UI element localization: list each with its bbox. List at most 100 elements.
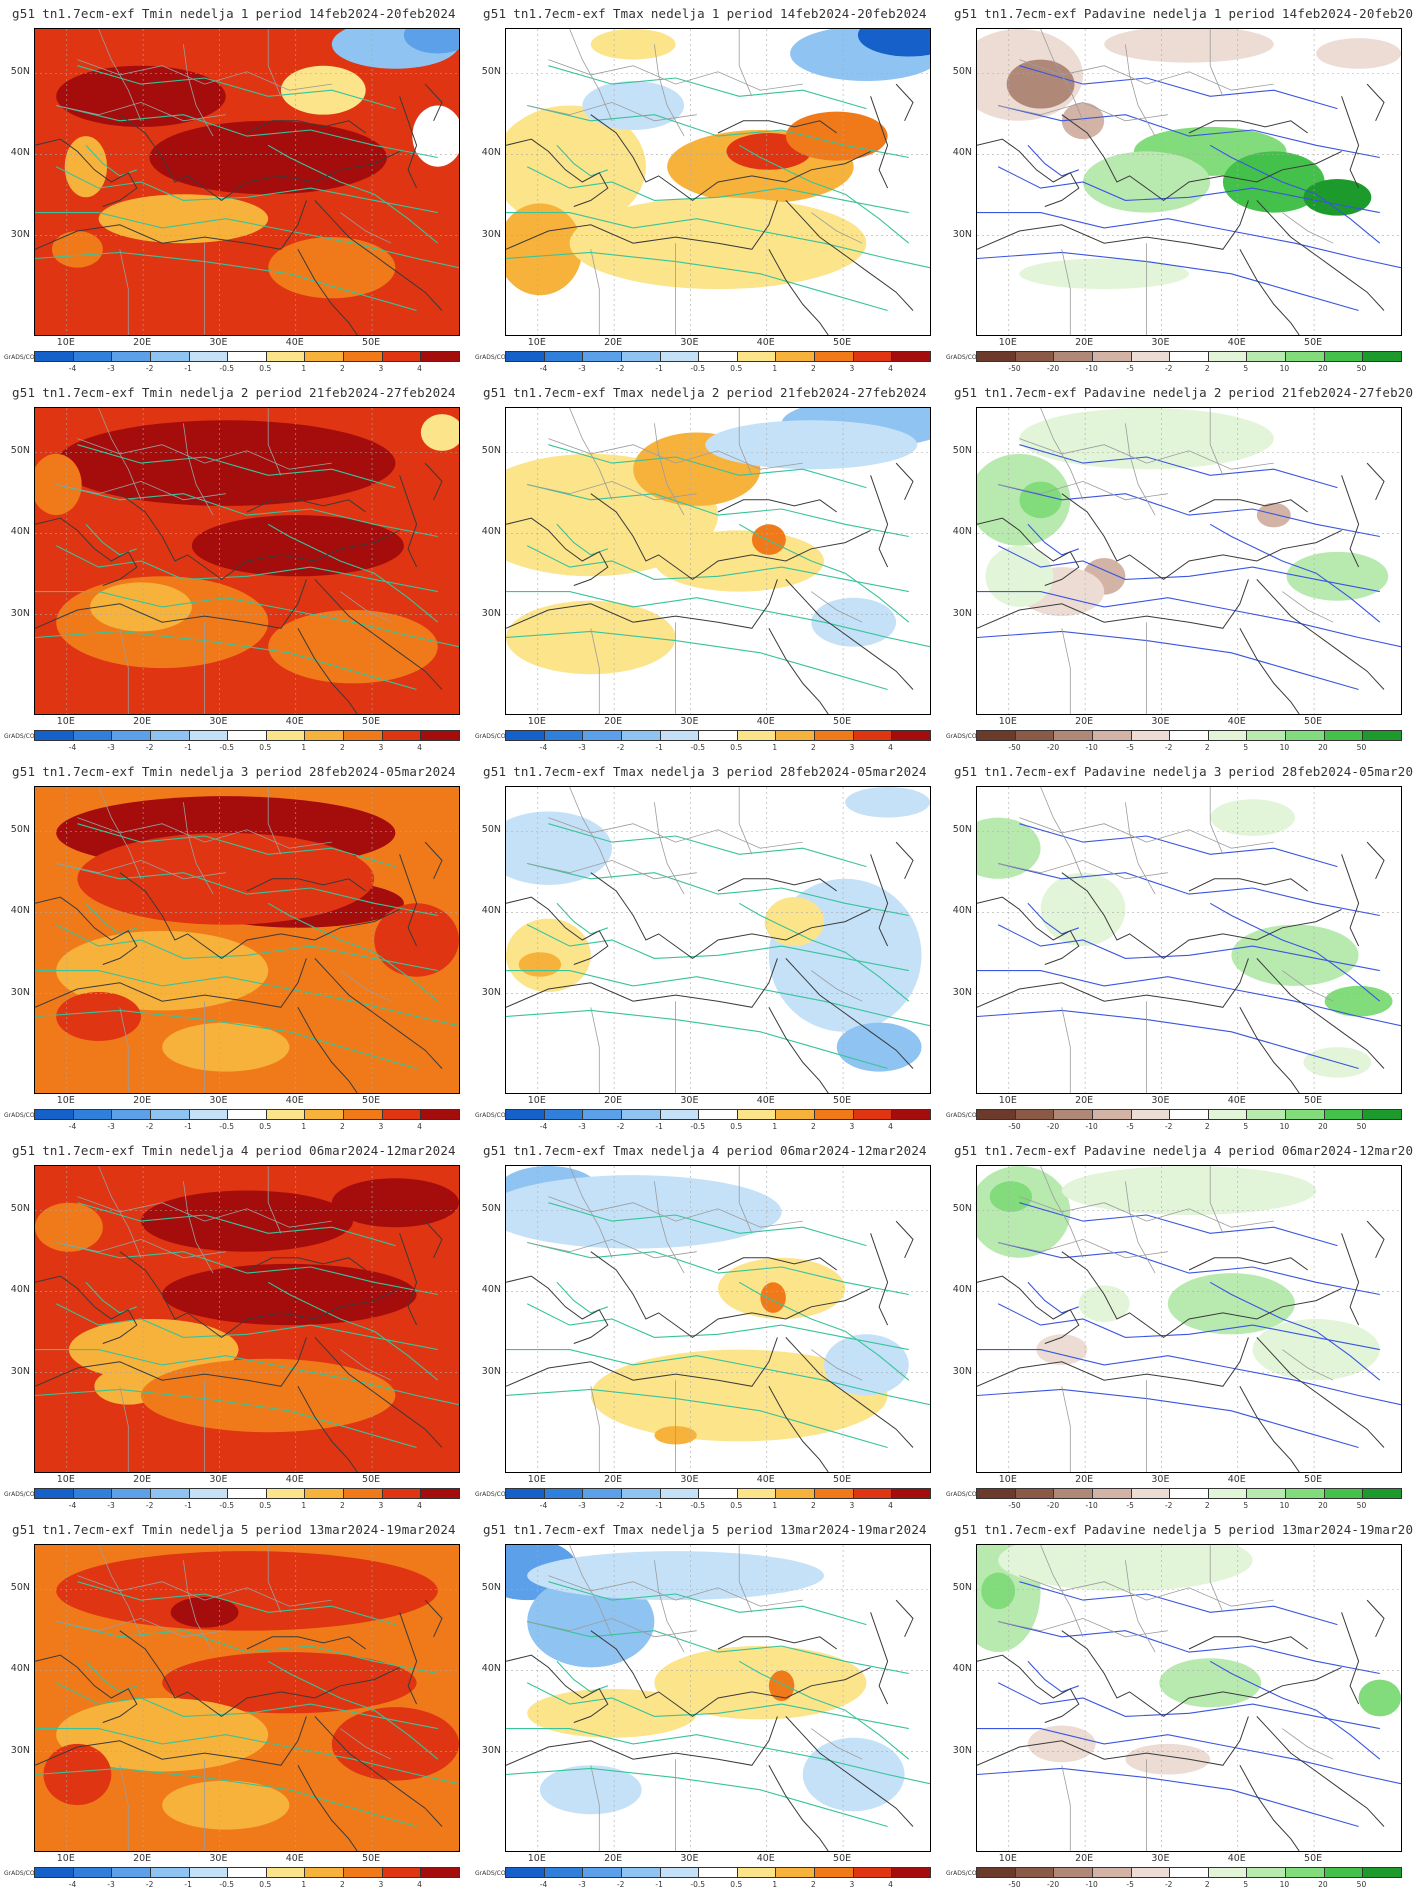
map-area xyxy=(505,1165,931,1473)
lon-label: 30E xyxy=(680,716,699,727)
country-border xyxy=(811,591,863,623)
lon-label: 30E xyxy=(680,1474,699,1485)
country-border xyxy=(340,970,392,1002)
lon-label: 40E xyxy=(285,716,304,727)
colorbar-swatch xyxy=(1246,352,1286,361)
title-variable: Tmax xyxy=(612,764,644,779)
title-week-number: 5 xyxy=(240,1522,249,1537)
coastline xyxy=(399,475,418,568)
contour-line xyxy=(527,862,909,917)
lon-label: 50E xyxy=(833,1095,852,1106)
contour-line xyxy=(526,924,909,972)
country-border xyxy=(738,787,753,855)
contour-line xyxy=(55,1682,438,1730)
coastline xyxy=(1061,1251,1342,1339)
lat-label: 30N xyxy=(952,228,972,240)
colorbar xyxy=(505,1867,931,1878)
colorbar-swatch xyxy=(1091,352,1131,361)
map-field xyxy=(35,787,459,1093)
coastline xyxy=(768,1386,829,1472)
coastline xyxy=(1256,200,1385,311)
title-model: g51 xyxy=(483,764,507,779)
title-model: g51 xyxy=(12,764,36,779)
title-model: g51 xyxy=(483,6,507,21)
title-period-word: period xyxy=(726,1143,773,1158)
lat-label: 30N xyxy=(481,986,501,998)
colorbar-swatch xyxy=(582,1489,621,1498)
contour-line xyxy=(527,1241,909,1296)
anomaly-region xyxy=(1040,872,1126,947)
title-period-word: period xyxy=(255,1522,302,1537)
title-period: 28feb2024-05mar2024 xyxy=(1281,764,1413,779)
map-panel-tmin-week-5: g51 tn1.7ecm-exf Tmin nedelja 5 period 13mar20… xyxy=(0,1516,471,1895)
colorbar-label: 0.5 xyxy=(730,1501,743,1510)
title-week-number: 5 xyxy=(1213,1522,1222,1537)
coastline xyxy=(590,872,871,960)
colorbar-label: -2 xyxy=(145,364,154,373)
colorbar-swatch xyxy=(582,352,621,361)
title-run: tn1.7ecm-exf xyxy=(984,385,1077,400)
colorbar-label: 4 xyxy=(888,364,893,373)
coastline xyxy=(590,1630,871,1718)
grads-credit: GrADS/COLA xyxy=(4,1491,43,1498)
lon-label: 30E xyxy=(1151,1474,1170,1485)
coastline xyxy=(314,1716,443,1827)
colorbar-label: 5 xyxy=(1243,1880,1249,1889)
colorbar-label: 20 xyxy=(1318,1501,1328,1510)
map-panel-tmax-week-4: g51 tn1.7ecm-exf Tmax nedelja 4 period 06mar20… xyxy=(471,1137,942,1516)
title-variable: Padavine xyxy=(1083,1522,1146,1537)
lon-label: 10E xyxy=(56,1853,75,1864)
coastline xyxy=(1239,628,1300,714)
country-border xyxy=(1040,408,1084,500)
colorbar-swatch xyxy=(1053,1868,1092,1877)
coastline xyxy=(717,499,837,513)
lon-label: 20E xyxy=(604,337,623,348)
anomaly-region xyxy=(90,582,192,632)
panel-title: g51 tn1.7ecm-exf Tmin nedelja 3 period 28feb20… xyxy=(12,764,463,779)
lon-label: 40E xyxy=(1227,337,1246,348)
country-border xyxy=(1040,1545,1084,1637)
lat-label: 30N xyxy=(481,228,501,240)
colorbar-label: 3 xyxy=(849,1880,855,1889)
grads-credit: GrADS/COLA xyxy=(946,1491,985,1498)
title-period: 13mar2024-19mar2024 xyxy=(309,1522,456,1537)
lon-label: 10E xyxy=(527,1853,546,1864)
lon-label: 30E xyxy=(1151,1853,1170,1864)
colorbar-label: -3 xyxy=(578,1122,586,1131)
colorbar-swatch xyxy=(265,731,305,740)
colorbar-label: 3 xyxy=(849,364,855,373)
colorbar-swatch xyxy=(977,1110,1015,1119)
colorbar-swatch xyxy=(149,1868,189,1877)
colorbar-swatch xyxy=(814,1110,853,1119)
map-field xyxy=(977,1545,1401,1851)
colorbar-label: -3 xyxy=(107,364,115,373)
coastline xyxy=(399,1233,418,1326)
lon-label: 40E xyxy=(285,1095,304,1106)
country-border xyxy=(1061,628,1071,714)
colorbar-label: -5 xyxy=(1126,1501,1134,1510)
colorbar-label: 2 xyxy=(1204,1122,1210,1131)
coastline xyxy=(785,958,914,1069)
lat-label: 50N xyxy=(10,66,30,78)
colorbar-swatch xyxy=(1246,1110,1286,1119)
lon-label: 50E xyxy=(1304,1095,1323,1106)
country-border xyxy=(1040,29,1084,121)
colorbar-label: 2 xyxy=(339,1880,345,1889)
colorbar-swatch xyxy=(1323,1868,1363,1877)
colorbar xyxy=(976,1867,1402,1878)
colorbar-swatch xyxy=(1053,352,1092,361)
lat-label: 40N xyxy=(10,905,30,917)
anomaly-region xyxy=(268,237,396,299)
anomaly-region xyxy=(590,1349,888,1442)
title-variable: Tmax xyxy=(612,385,644,400)
colorbar-swatch xyxy=(1323,352,1363,361)
colorbar-label: -2 xyxy=(1164,1880,1173,1889)
colorbar-swatch xyxy=(72,1110,112,1119)
colorbar-label: -2 xyxy=(616,1880,625,1889)
anomaly-region xyxy=(1125,1743,1211,1775)
title-week-word: nedelja xyxy=(650,6,705,21)
colorbar-label: 0.5 xyxy=(730,1880,743,1889)
grads-credit: GrADS/COLA xyxy=(475,354,514,361)
coastline xyxy=(1061,114,1342,202)
colorbar-swatch xyxy=(620,352,660,361)
